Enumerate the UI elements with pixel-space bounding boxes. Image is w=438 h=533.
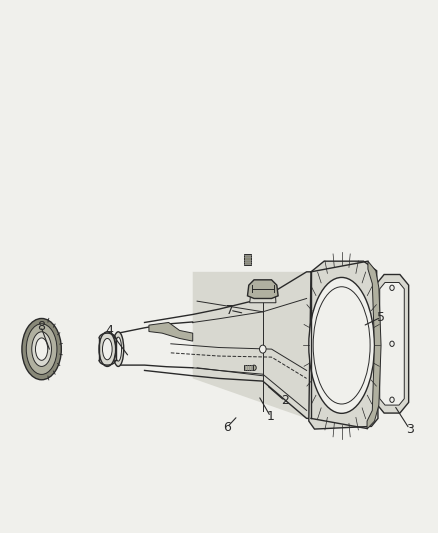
Polygon shape	[247, 280, 278, 298]
Ellipse shape	[252, 365, 256, 370]
Ellipse shape	[22, 318, 61, 379]
Polygon shape	[309, 261, 378, 429]
Ellipse shape	[32, 332, 52, 367]
Ellipse shape	[26, 324, 57, 374]
Polygon shape	[380, 282, 404, 405]
FancyBboxPatch shape	[244, 365, 253, 370]
Ellipse shape	[309, 278, 374, 414]
Text: 7: 7	[226, 304, 234, 317]
Polygon shape	[375, 274, 409, 413]
Ellipse shape	[35, 338, 48, 360]
Ellipse shape	[115, 337, 121, 361]
Ellipse shape	[102, 338, 112, 360]
Ellipse shape	[113, 332, 124, 367]
Polygon shape	[193, 272, 312, 418]
FancyBboxPatch shape	[244, 254, 251, 265]
Text: 2: 2	[281, 394, 289, 407]
Ellipse shape	[259, 345, 266, 353]
Polygon shape	[250, 292, 276, 303]
Text: 3: 3	[406, 423, 413, 435]
Ellipse shape	[390, 285, 394, 290]
Text: 5: 5	[377, 311, 385, 324]
Ellipse shape	[390, 397, 394, 402]
Ellipse shape	[99, 332, 116, 367]
Polygon shape	[149, 322, 193, 341]
Text: 8: 8	[37, 320, 45, 333]
Text: 4: 4	[106, 324, 113, 337]
Text: 1: 1	[267, 410, 275, 423]
Polygon shape	[367, 261, 381, 429]
Ellipse shape	[390, 341, 394, 346]
Text: 6: 6	[223, 421, 231, 434]
